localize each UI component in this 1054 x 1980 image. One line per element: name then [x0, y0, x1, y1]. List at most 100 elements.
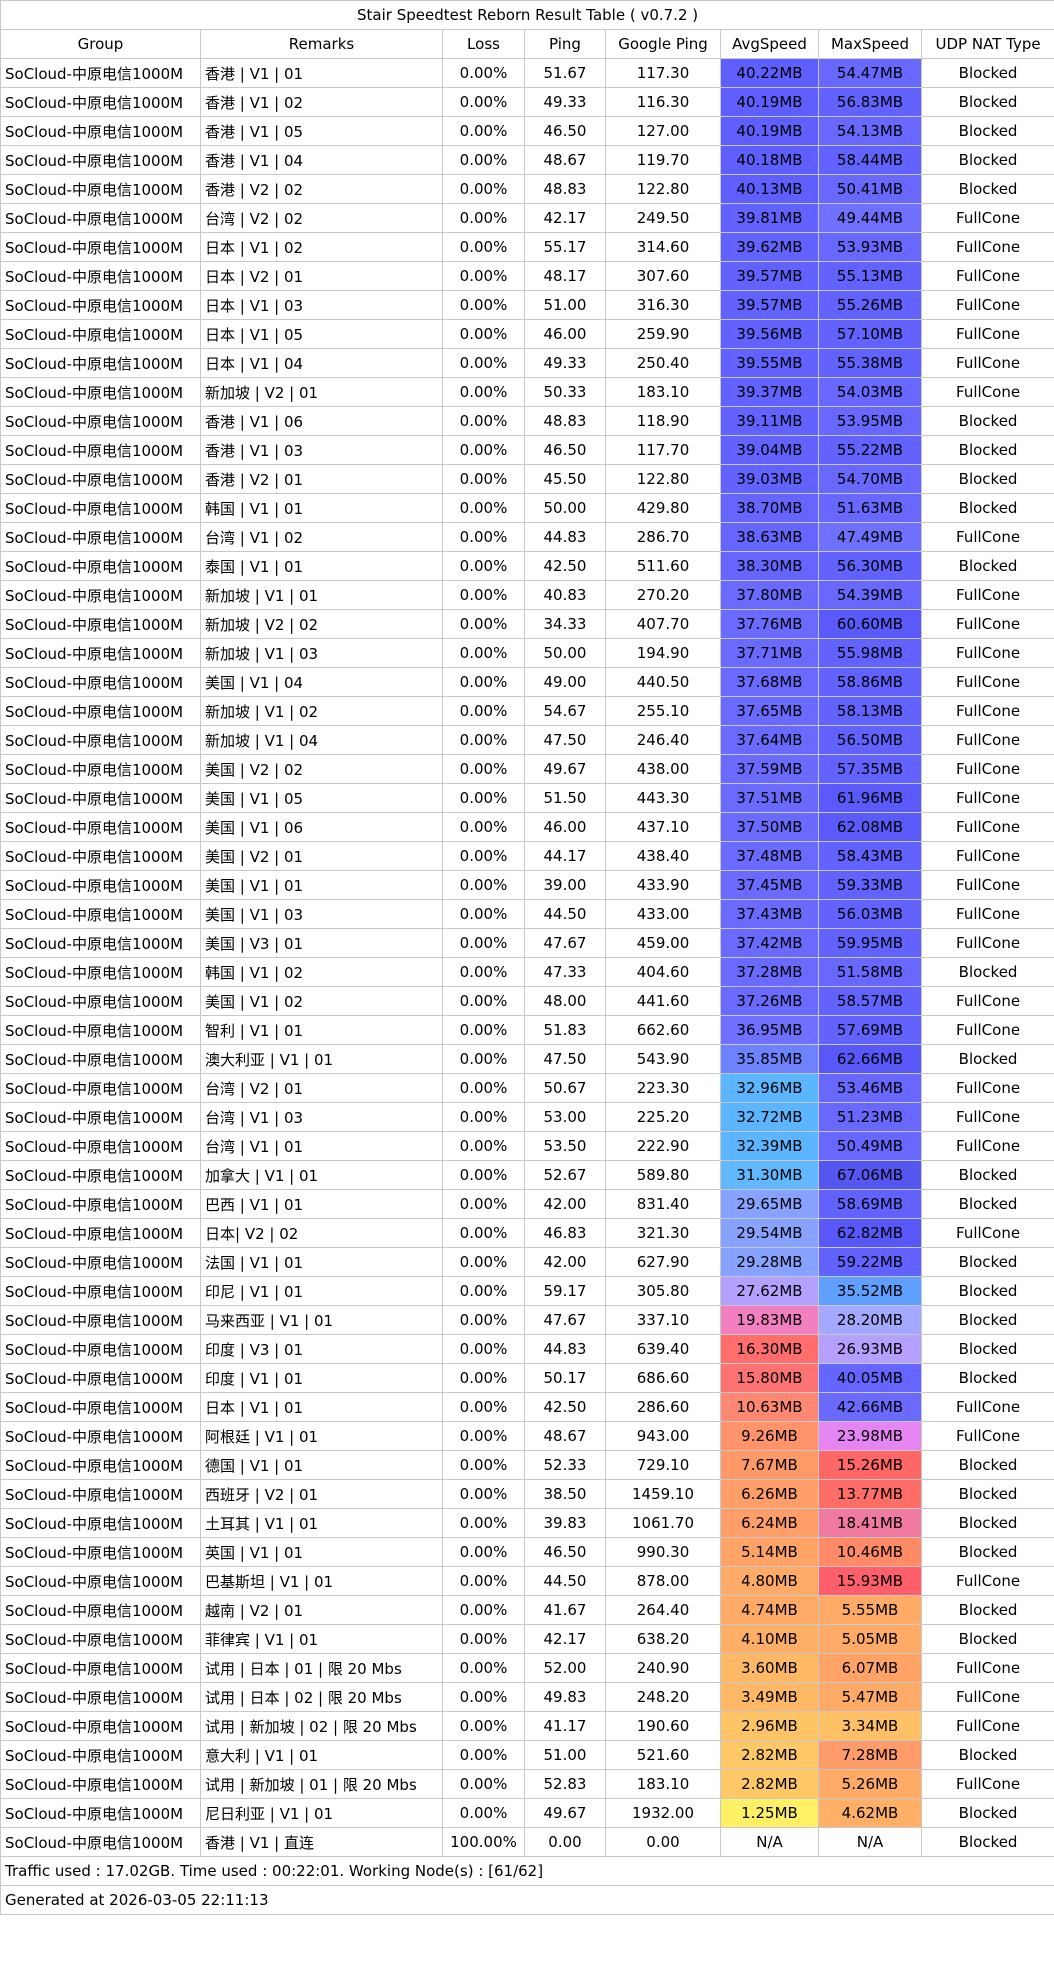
footer-text: Traffic used : 17.02GB. Time used : 00:2… [0, 1856, 1054, 1886]
cell: SoCloud-中原电信1000M [0, 1131, 201, 1161]
cell: 13.77MB [818, 1479, 922, 1509]
cell: SoCloud-中原电信1000M [0, 1218, 201, 1248]
result-row: SoCloud-中原电信1000M 日本 | V2 | 01 0.00% 48.17 3… [0, 261, 1054, 291]
cell: 440.50 [605, 667, 721, 697]
header-row: Group Remarks Loss Ping Google Ping AvgSpeed M… [0, 29, 1054, 59]
cell: 32.39MB [720, 1131, 819, 1161]
cell: 627.90 [605, 1247, 721, 1277]
cell: FullCone [920, 754, 1054, 784]
cell: 0.00% [442, 580, 525, 610]
result-row: SoCloud-中原电信1000M 台湾 | V1 | 03 0.00% 53.00 2… [0, 1102, 1054, 1132]
cell: 4.10MB [720, 1624, 819, 1654]
cell: 37.26MB [720, 986, 819, 1016]
result-row: SoCloud-中原电信1000M 尼日利亚 | V1 | 01 0.00% 49.6… [0, 1798, 1054, 1828]
cell: 美国 | V2 | 01 [200, 841, 443, 871]
cell: SoCloud-中原电信1000M [0, 522, 201, 552]
cell: FullCone [920, 522, 1054, 552]
cell: 53.46MB [818, 1073, 922, 1103]
cell: 0.00% [442, 725, 525, 755]
cell: SoCloud-中原电信1000M [0, 232, 201, 262]
cell: 0.00% [442, 1508, 525, 1538]
result-row: SoCloud-中原电信1000M 台湾 | V2 | 02 0.00% 42.17 2… [0, 203, 1054, 233]
cell: 39.03MB [720, 464, 819, 494]
result-row: SoCloud-中原电信1000M 澳大利亚 | V1 | 01 0.00% 47.5… [0, 1044, 1054, 1074]
cell: 0.00% [442, 1015, 525, 1045]
cell: 菲律宾 | V1 | 01 [200, 1624, 443, 1654]
cell: 58.43MB [818, 841, 922, 871]
cell: 314.60 [605, 232, 721, 262]
cell: 0.00% [442, 1131, 525, 1161]
cell: 47.50 [524, 1044, 606, 1074]
result-row: SoCloud-中原电信1000M 美国 | V2 | 01 0.00% 44.17 4… [0, 841, 1054, 871]
cell: SoCloud-中原电信1000M [0, 145, 201, 175]
cell: FullCone [920, 319, 1054, 349]
result-row: SoCloud-中原电信1000M 日本 | V1 | 04 0.00% 49.33 2… [0, 348, 1054, 378]
cell: 543.90 [605, 1044, 721, 1074]
cell: 31.30MB [720, 1160, 819, 1190]
cell: 990.30 [605, 1537, 721, 1567]
cell: 台湾 | V2 | 02 [200, 203, 443, 233]
cell: 印度 | V1 | 01 [200, 1363, 443, 1393]
cell: SoCloud-中原电信1000M [0, 1653, 201, 1683]
result-row: SoCloud-中原电信1000M 新加坡 | V2 | 01 0.00% 50.33… [0, 377, 1054, 407]
cell: 194.90 [605, 638, 721, 668]
cell: 0.00% [442, 1682, 525, 1712]
cell: 50.67 [524, 1073, 606, 1103]
cell: 46.50 [524, 435, 606, 465]
cell: FullCone [920, 696, 1054, 726]
cell: FullCone [920, 232, 1054, 262]
cell: 40.83 [524, 580, 606, 610]
cell: 58.44MB [818, 145, 922, 175]
cell: 台湾 | V1 | 03 [200, 1102, 443, 1132]
cell: 5.47MB [818, 1682, 922, 1712]
cell: 49.67 [524, 754, 606, 784]
cell: 50.33 [524, 377, 606, 407]
cell: 日本 | V1 | 01 [200, 1392, 443, 1422]
cell: 60.60MB [818, 609, 922, 639]
cell: FullCone [920, 638, 1054, 668]
cell: 50.17 [524, 1363, 606, 1393]
cell: FullCone [920, 1218, 1054, 1248]
cell: 0.00% [442, 290, 525, 320]
cell: 37.80MB [720, 580, 819, 610]
cell: 686.60 [605, 1363, 721, 1393]
cell: Blocked [920, 1189, 1054, 1219]
cell: Blocked [920, 1595, 1054, 1625]
cell: SoCloud-中原电信1000M [0, 667, 201, 697]
cell: 5.14MB [720, 1537, 819, 1567]
cell: 54.39MB [818, 580, 922, 610]
cell: 52.67 [524, 1160, 606, 1190]
result-row: SoCloud-中原电信1000M 智利 | V1 | 01 0.00% 51.83 6… [0, 1015, 1054, 1045]
cell: SoCloud-中原电信1000M [0, 870, 201, 900]
cell: SoCloud-中原电信1000M [0, 1044, 201, 1074]
cell: 49.83 [524, 1682, 606, 1712]
cell: SoCloud-中原电信1000M [0, 406, 201, 436]
cell: 巴西 | V1 | 01 [200, 1189, 443, 1219]
cell: 51.83 [524, 1015, 606, 1045]
cell: 40.05MB [818, 1363, 922, 1393]
cell: Blocked [920, 406, 1054, 436]
result-row: SoCloud-中原电信1000M 巴基斯坦 | V1 | 01 0.00% 44.5… [0, 1566, 1054, 1596]
cell: 西班牙 | V2 | 01 [200, 1479, 443, 1509]
cell: Blocked [920, 1537, 1054, 1567]
cell: 39.55MB [720, 348, 819, 378]
cell: 47.33 [524, 957, 606, 987]
result-row: SoCloud-中原电信1000M 试用 | 日本 | 01 | 限 20 Mbs… [0, 1653, 1054, 1683]
cell: 新加坡 | V1 | 02 [200, 696, 443, 726]
cell: 49.33 [524, 348, 606, 378]
cell: 48.17 [524, 261, 606, 291]
cell: 0.00% [442, 1769, 525, 1799]
result-row: SoCloud-中原电信1000M 美国 | V3 | 01 0.00% 47.67 4… [0, 928, 1054, 958]
cell: 新加坡 | V1 | 03 [200, 638, 443, 668]
cell: Blocked [920, 1740, 1054, 1770]
cell: 222.90 [605, 1131, 721, 1161]
result-row: SoCloud-中原电信1000M 新加坡 | V1 | 04 0.00% 47.50… [0, 725, 1054, 755]
cell: SoCloud-中原电信1000M [0, 377, 201, 407]
result-row: SoCloud-中原电信1000M 加拿大 | V1 | 01 0.00% 52.67… [0, 1160, 1054, 1190]
cell: 433.90 [605, 870, 721, 900]
cell: 42.50 [524, 1392, 606, 1422]
cell: 58.69MB [818, 1189, 922, 1219]
cell: 0.00% [442, 754, 525, 784]
footer-text: Generated at 2026-03-05 22:11:13 [0, 1885, 1054, 1915]
cell: SoCloud-中原电信1000M [0, 319, 201, 349]
